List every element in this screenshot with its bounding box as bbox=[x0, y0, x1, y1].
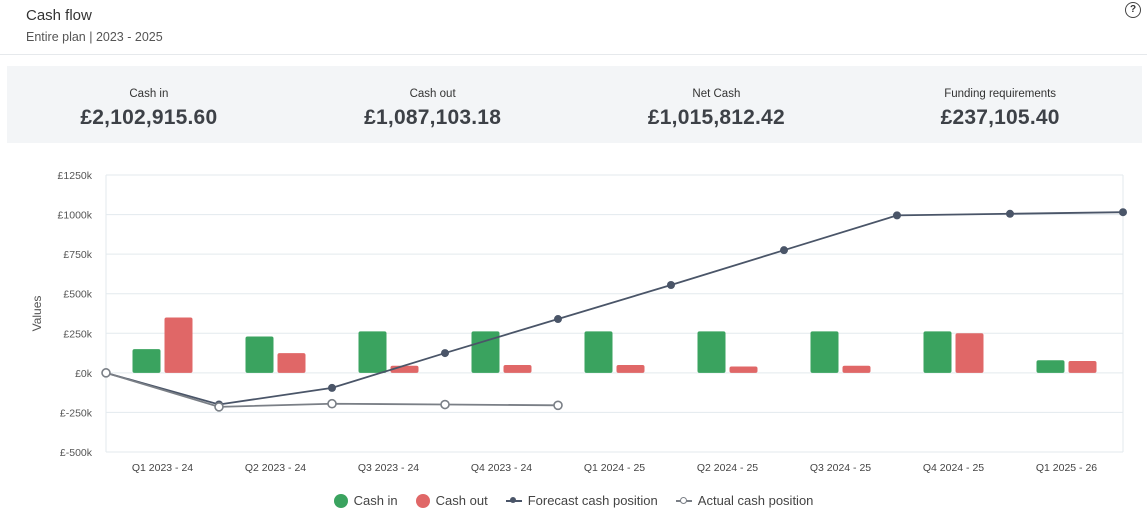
x-tick-label: Q2 2024 - 25 bbox=[697, 462, 758, 474]
forecast-point bbox=[1006, 209, 1014, 218]
legend-item-cash-in[interactable]: Cash in bbox=[333, 493, 398, 508]
x-tick-label: Q4 2023 - 24 bbox=[471, 462, 532, 474]
actual-point bbox=[440, 399, 450, 410]
x-tick-label: Q4 2024 - 25 bbox=[923, 462, 984, 474]
chart-header: Cash flow Entire plan | 2023 - 2025 bbox=[26, 7, 163, 45]
x-tick-label: Q2 2023 - 24 bbox=[245, 462, 306, 474]
page-title: Cash flow bbox=[26, 7, 92, 24]
forecast-swatch bbox=[505, 494, 522, 508]
y-tick-label: £-500k bbox=[60, 447, 93, 459]
x-tick-label: Q3 2023 - 24 bbox=[358, 462, 419, 474]
kpi-label: Net Cash bbox=[692, 88, 741, 100]
help-icon[interactable]: ? bbox=[1125, 2, 1141, 18]
bar-cash-in bbox=[245, 336, 274, 373]
y-tick-label: £0k bbox=[75, 368, 93, 380]
actual-point bbox=[553, 400, 563, 411]
y-tick-label: £750k bbox=[63, 249, 92, 261]
bar-cash-out bbox=[955, 333, 984, 373]
kpi-cash-in: Cash in £2,102,915.60 bbox=[7, 66, 291, 143]
bar-cash-in bbox=[697, 331, 726, 373]
x-tick-label: Q3 2024 - 25 bbox=[810, 462, 871, 474]
kpi-net-cash: Net Cash £1,015,812.42 bbox=[575, 66, 859, 143]
legend-label: Forecast cash position bbox=[527, 493, 658, 508]
x-tick-label: Q1 2025 - 26 bbox=[1036, 462, 1097, 474]
bar-cash-in bbox=[584, 331, 613, 373]
legend-item-actual[interactable]: Actual cash position bbox=[675, 493, 814, 508]
bar-cash-out bbox=[616, 364, 645, 373]
bar-layer bbox=[132, 317, 1097, 373]
kpi-label: Cash in bbox=[129, 88, 169, 100]
legend-label: Cash out bbox=[435, 493, 488, 508]
cash-in-swatch bbox=[333, 493, 348, 508]
chart-legend: Cash in Cash out Forecast cash position … bbox=[0, 493, 1147, 508]
kpi-label: Cash out bbox=[409, 88, 456, 100]
forecast-point bbox=[554, 315, 562, 324]
line-layer bbox=[101, 208, 1127, 412]
page-subtitle: Entire plan | 2023 - 2025 bbox=[26, 30, 163, 44]
forecast-point bbox=[667, 281, 675, 290]
y-tick-label: £500k bbox=[63, 289, 92, 301]
grid-layer bbox=[105, 174, 1124, 453]
bar-cash-in bbox=[923, 331, 952, 373]
bar-cash-in bbox=[132, 349, 161, 373]
bar-cash-in bbox=[471, 331, 500, 373]
forecast-point bbox=[780, 246, 788, 255]
header-divider bbox=[0, 54, 1147, 55]
kpi-value: £1,087,103.18 bbox=[364, 106, 502, 129]
y-tick-label: £1250k bbox=[58, 170, 93, 182]
actual-swatch bbox=[675, 494, 692, 508]
y-axis-title: Values bbox=[30, 296, 44, 332]
legend-item-forecast[interactable]: Forecast cash position bbox=[505, 493, 658, 508]
kpi-value: £237,105.40 bbox=[940, 106, 1060, 129]
x-tick-label: Q1 2023 - 24 bbox=[132, 462, 193, 474]
bar-cash-in bbox=[810, 331, 839, 373]
forecast-point bbox=[1119, 208, 1127, 217]
bar-cash-in bbox=[1036, 360, 1065, 373]
kpi-value: £1,015,812.42 bbox=[647, 106, 785, 129]
bar-cash-out bbox=[277, 353, 306, 373]
summary-panel: Cash in £2,102,915.60 Cash out £1,087,10… bbox=[7, 66, 1142, 143]
y-tick-label: £250k bbox=[63, 328, 92, 340]
actual-point bbox=[327, 398, 337, 409]
forecast-line bbox=[105, 211, 1124, 406]
kpi-label: Funding requirements bbox=[944, 88, 1057, 100]
x-tick-label: Q1 2024 - 25 bbox=[584, 462, 645, 474]
bar-cash-out bbox=[842, 365, 871, 373]
cash-out-swatch bbox=[415, 493, 430, 508]
bar-cash-out bbox=[503, 364, 532, 373]
actual-point bbox=[214, 402, 224, 412]
kpi-cash-out: Cash out £1,087,103.18 bbox=[291, 66, 575, 143]
legend-item-cash-out[interactable]: Cash out bbox=[415, 493, 488, 508]
legend-label: Actual cash position bbox=[697, 493, 814, 508]
forecast-point bbox=[328, 383, 336, 392]
forecast-point bbox=[893, 211, 901, 220]
legend-label: Cash in bbox=[353, 493, 398, 508]
forecast-point bbox=[441, 349, 449, 358]
bar-cash-out bbox=[729, 366, 758, 373]
kpi-funding-requirements: Funding requirements £237,105.40 bbox=[858, 66, 1142, 143]
label-layer: £-500k £-250k £0k £250k £500k £750k £1000k £125… bbox=[30, 170, 1097, 474]
bar-cash-in bbox=[358, 331, 387, 373]
y-tick-label: £1000k bbox=[58, 210, 93, 222]
bar-cash-out bbox=[164, 317, 193, 373]
cash-flow-chart: £-500k £-250k £0k £250k £500k £750k £1000k £125… bbox=[30, 170, 1127, 474]
bar-cash-out bbox=[1068, 360, 1097, 373]
actual-point bbox=[101, 368, 111, 378]
kpi-value: £2,102,915.60 bbox=[80, 106, 218, 129]
y-tick-label: £-250k bbox=[60, 407, 93, 419]
